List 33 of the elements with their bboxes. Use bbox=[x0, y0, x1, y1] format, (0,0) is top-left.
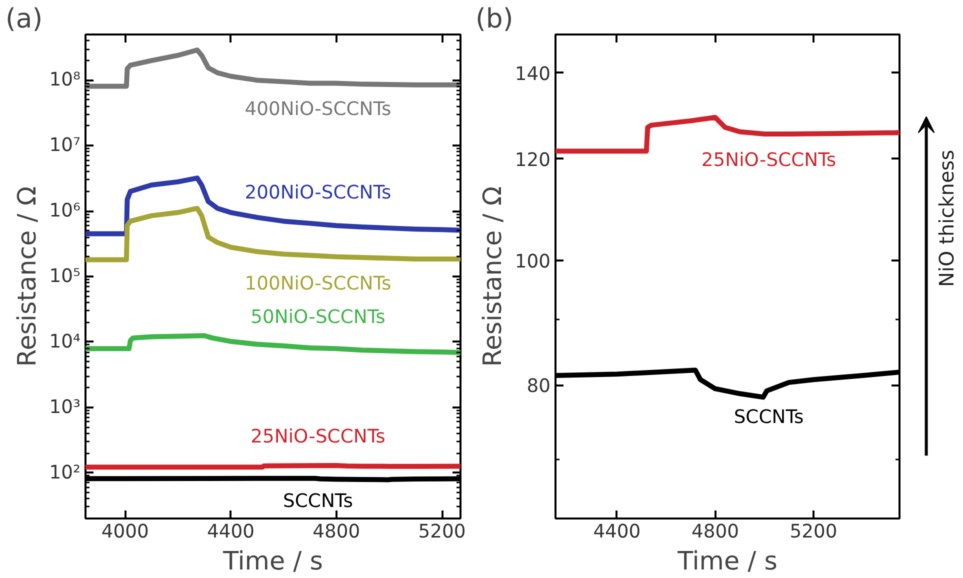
x-tick-label: 4400 bbox=[593, 522, 641, 542]
y-tick-label: 10⁵ bbox=[49, 266, 80, 287]
y-tick-label: 10⁶ bbox=[49, 200, 80, 222]
x-tick-label: 4000 bbox=[101, 522, 149, 542]
y-axis-title: Resistance / Ω bbox=[476, 186, 507, 367]
series-label: SCCNTs bbox=[734, 406, 804, 428]
x-axis-title: Time / s bbox=[676, 546, 778, 576]
series-label: 200NiO-SCCNTs bbox=[244, 182, 392, 204]
y-tick-label: 120 bbox=[514, 150, 550, 171]
y-tick-label: 140 bbox=[514, 64, 550, 85]
y-tick-label: 10⁸ bbox=[49, 70, 80, 91]
y-tick-label: 10³ bbox=[49, 396, 80, 418]
x-tick-label: 5200 bbox=[418, 522, 466, 542]
y-tick-label: 10² bbox=[49, 462, 80, 484]
x-tick-label: 4800 bbox=[691, 522, 739, 542]
y-tick-label: 10⁴ bbox=[49, 331, 80, 352]
y-tick-label: 10⁷ bbox=[49, 135, 80, 156]
text: NiO thickness bbox=[934, 150, 959, 287]
x-axis-title: Time / s bbox=[222, 546, 323, 576]
series-label: 100NiO-SCCNTs bbox=[244, 273, 392, 294]
x-tick-label: 5200 bbox=[790, 522, 838, 542]
series-label: 400NiO-SCCNTs bbox=[244, 99, 392, 120]
chart-title: (a) bbox=[6, 4, 43, 34]
series-label: SCCNTs bbox=[283, 490, 353, 512]
series-label: 50NiO-SCCNTs bbox=[250, 306, 386, 328]
series-label: 25NiO-SCCNTs bbox=[250, 426, 386, 448]
y-tick-label: 100 bbox=[514, 252, 550, 273]
x-tick-label: 4800 bbox=[312, 522, 360, 542]
y-tick-label: 80 bbox=[526, 376, 551, 398]
series-label: 25NiO-SCCNTs bbox=[701, 150, 836, 171]
x-tick-label: 4400 bbox=[207, 522, 254, 542]
y-axis-title: Resistance / Ω bbox=[11, 186, 42, 367]
chart-title: (b) bbox=[476, 4, 514, 34]
